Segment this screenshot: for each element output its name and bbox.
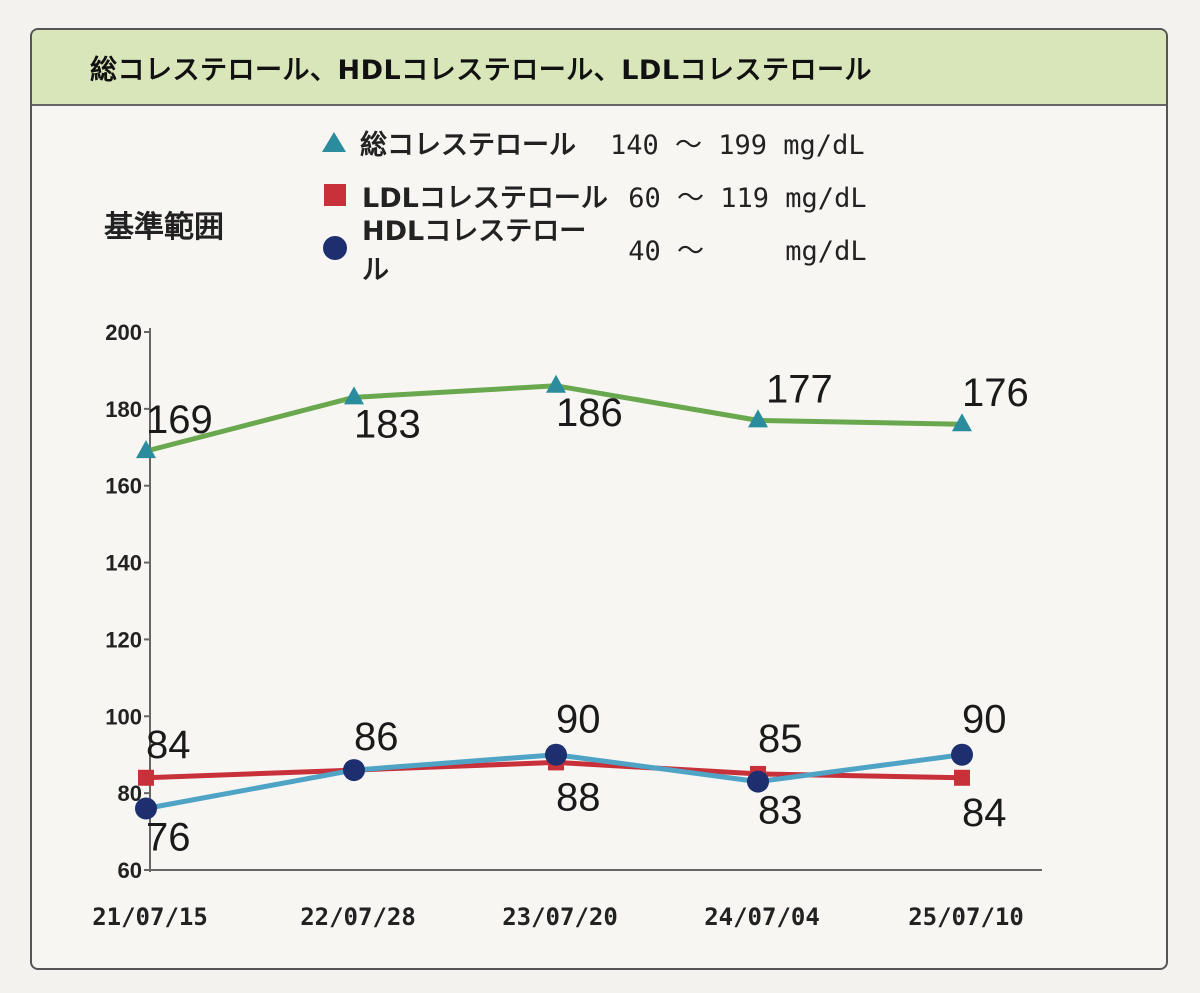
ldl-point — [954, 769, 970, 786]
total-point — [952, 413, 972, 432]
data-label: 86 — [354, 715, 399, 759]
y-tick-label: 180 — [105, 397, 142, 422]
legend-range-total: 140 ～ 199 mg/dL — [610, 129, 865, 161]
ldl-point — [138, 769, 154, 786]
triangle-icon — [322, 132, 346, 152]
series-line-total — [145, 383, 963, 454]
data-label: 183 — [354, 402, 421, 446]
legend-row-total: 総コレステロール 140 ～ 199 mg/dL — [322, 122, 865, 162]
legend-row-ldl: LDLコレステロール 60 ～ 119 mg/dL — [322, 175, 867, 215]
y-tick-label: 120 — [105, 627, 142, 652]
total-point — [136, 440, 156, 459]
x-tick-label: 25/07/10 — [908, 903, 1024, 931]
data-label: 186 — [556, 391, 623, 435]
x-tick-label: 21/07/15 — [92, 903, 208, 931]
data-label: 90 — [962, 698, 1007, 742]
data-label: 177 — [766, 367, 833, 411]
square-icon — [324, 184, 346, 206]
y-tick-label: 60 — [118, 858, 142, 883]
total-point — [748, 409, 768, 428]
hdl-point — [343, 759, 365, 782]
y-tick-label: 200 — [105, 320, 142, 345]
data-label: 76 — [146, 816, 191, 860]
data-label: 83 — [758, 789, 803, 833]
legend-name-total: 総コレステロール — [360, 129, 576, 161]
x-tick-label: 22/07/28 — [300, 903, 416, 931]
data-label: 169 — [146, 398, 213, 442]
reference-range-title: 基準範囲 — [104, 210, 224, 245]
data-label: 84 — [962, 791, 1007, 835]
data-label: 88 — [556, 775, 601, 819]
chart-title: 総コレステロール、HDLコレステロール、LDLコレステロール — [90, 54, 873, 86]
data-label: 90 — [556, 698, 601, 742]
hdl-point — [135, 797, 157, 820]
panel-header: 総コレステロール、HDLコレステロール、LDLコレステロール — [32, 30, 1166, 106]
legend-name-ldl: LDLコレステロール — [362, 182, 608, 214]
legend-name-hdl: HDLコレステロール — [362, 216, 587, 286]
hdl-point — [747, 770, 769, 793]
chart-panel: 総コレステロール、HDLコレステロール、LDLコレステロール 基準範囲 総コレス… — [30, 28, 1168, 970]
circle-icon — [323, 236, 347, 260]
data-label: 84 — [146, 723, 191, 767]
hdl-point — [951, 743, 973, 766]
y-tick-label: 160 — [105, 474, 142, 499]
data-label: 176 — [962, 371, 1029, 415]
data-label: 85 — [758, 717, 803, 761]
x-tick-label: 24/07/04 — [704, 903, 820, 931]
y-tick-label: 100 — [105, 704, 142, 729]
total-point — [546, 374, 566, 393]
total-point — [344, 386, 364, 405]
legend-range-ldl: 60 ～ 119 mg/dL — [612, 182, 867, 214]
x-tick-label: 23/07/20 — [502, 903, 618, 931]
hdl-point — [545, 743, 567, 766]
y-tick-label: 140 — [105, 551, 142, 576]
legend-range-hdl: 40 ～ mg/dL — [612, 235, 867, 267]
legend-row-hdl: HDLコレステロール 40 ～ mg/dL — [322, 216, 867, 286]
